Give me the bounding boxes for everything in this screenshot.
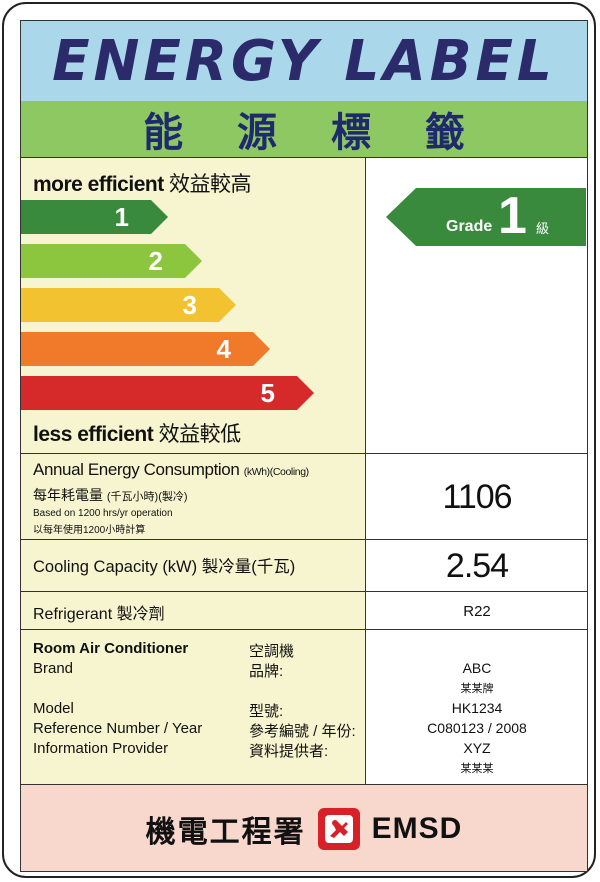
grade-value: 1 — [498, 187, 527, 245]
provider-label-en: Information Provider — [33, 740, 169, 757]
reference-label-en: Reference Number / Year — [33, 720, 203, 737]
product-type-zh: 空調機 — [249, 643, 295, 660]
provider-label-zh: 資料提供者: — [249, 743, 329, 760]
grade-bar-5: 5 — [21, 376, 314, 410]
brand-label-en: Brand — [33, 660, 74, 677]
consumption-note-en: Based on 1200 hrs/yr operation — [33, 508, 173, 519]
grade-bar-5-label: 5 — [260, 377, 275, 408]
consumption-value: 1106 — [442, 477, 512, 516]
grade-bar-3-label: 3 — [182, 289, 197, 320]
refrigerant-value: R22 — [463, 602, 491, 620]
label-frame: ENERGY LABEL 能 源 標 籤 more efficient 效益較高… — [20, 20, 588, 872]
more-efficient-label: more efficient 效益較高 — [33, 173, 252, 196]
provider-value: XYZ — [463, 740, 491, 756]
grade-arrow: Grade 1 級 — [386, 188, 586, 246]
footer-banner: 機電工程署 EMSD — [21, 784, 587, 871]
grade-label-zh: 級 — [536, 221, 550, 236]
title-en: ENERGY LABEL — [52, 28, 556, 94]
grade-bar-4-label: 4 — [216, 333, 231, 364]
grade-bar-1: 1 — [21, 200, 168, 234]
emsd-logo-icon — [317, 807, 360, 850]
less-efficient-label: less efficient 效益較低 — [33, 423, 241, 446]
capacity-row: Cooling Capacity (kW) 製冷量(千瓦) 2.54 — [21, 539, 587, 592]
reference-label-zh: 參考編號 / 年份: — [249, 723, 356, 740]
refrigerant-label: Refrigerant 製冷劑 — [33, 606, 165, 623]
product-type-en: Room Air Conditioner — [33, 640, 189, 657]
brand-value-zh: 某某牌 — [460, 683, 494, 695]
grade-bar-4: 4 — [21, 332, 270, 366]
model-value: HK1234 — [451, 700, 503, 716]
capacity-value: 2.54 — [445, 546, 509, 585]
consumption-row: Annual Energy Consumption (kWh)(Cooling)… — [21, 453, 587, 540]
brand-label-zh: 品牌: — [249, 663, 284, 680]
consumption-note-zh: 以每年使用1200小時計算 — [33, 525, 146, 536]
grade-bar-3: 3 — [21, 288, 236, 322]
efficiency-scale: more efficient 效益較高 1 2 3 4 5 — [21, 158, 365, 453]
consumption-label-en: Annual Energy Consumption (kWh)(Cooling) — [33, 460, 309, 479]
grade-bar-2-label: 2 — [148, 245, 163, 276]
title-zh: 能 源 標 籤 — [143, 110, 485, 156]
capacity-label: Cooling Capacity (kW) 製冷量(千瓦) — [33, 558, 296, 576]
title-zh-banner: 能 源 標 籤 — [21, 101, 587, 158]
brand-value: ABC — [462, 660, 492, 676]
grade-indicator-panel: Grade 1 級 — [365, 158, 587, 453]
grade-bar-2: 2 — [21, 244, 202, 278]
model-label-en: Model — [33, 700, 74, 717]
model-label-zh: 型號: — [249, 703, 284, 720]
refrigerant-row: Refrigerant 製冷劑 R22 — [21, 591, 587, 630]
org-name-en: EMSD — [371, 811, 463, 845]
product-info-row: Room Air Conditioner 空調機 Brand 品牌: Model… — [21, 629, 587, 785]
consumption-label-zh: 每年耗電量 (千瓦小時)(製冷) — [33, 487, 188, 503]
grade-label: Grade — [446, 218, 493, 235]
provider-value-zh: 某某某 — [460, 763, 494, 775]
org-name-zh: 機電工程署 — [145, 815, 306, 849]
reference-value: C080123 / 2008 — [427, 720, 527, 736]
title-en-banner: ENERGY LABEL — [21, 21, 587, 102]
grade-bar-1-label: 1 — [114, 201, 129, 232]
